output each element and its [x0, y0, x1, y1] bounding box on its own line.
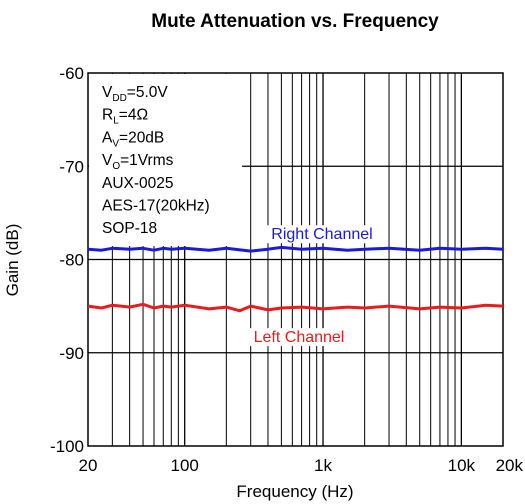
chart-title: Mute Attenuation vs. Frequency [151, 11, 439, 32]
condition-line: AUX-0025 [102, 175, 174, 192]
condition-line: SOP-18 [102, 220, 157, 237]
series-group [87, 245, 504, 313]
condition-line: AES-17(20kHz) [102, 198, 210, 215]
plot-frame [87, 72, 504, 447]
y-tick-label: -100 [50, 437, 84, 456]
y-tick-label: -70 [59, 157, 84, 176]
x-tick-label: 20 [79, 456, 98, 475]
condition-line: VO=1Vrms [102, 152, 174, 172]
y-tick-label: -80 [59, 251, 84, 270]
y-tick-labels: -60 -70 -80 -90 -100 [50, 64, 84, 456]
series-label: Right Channel [271, 226, 372, 243]
series-label: Left Channel [254, 329, 345, 346]
x-tick-labels: 20 100 1k 10k 20k [79, 456, 524, 475]
x-tick-label: 10k [448, 456, 476, 475]
x-axis-title: Frequency (Hz) [236, 482, 353, 501]
x-tick-label: 1k [314, 456, 332, 475]
conditions-background [89, 74, 242, 246]
y-tick-label: -60 [59, 64, 84, 83]
x-tick-label: 100 [171, 456, 199, 475]
series-label-background [261, 225, 383, 244]
series-line [87, 302, 504, 313]
series-labels: Right Channel Left Channel [242, 225, 383, 347]
conditions-box [89, 74, 242, 246]
condition-line: AV=20dB [102, 129, 164, 149]
y-axis-title: Gain (dB) [3, 224, 22, 297]
condition-line: VDD=5.0V [102, 84, 168, 104]
series-label-background [242, 328, 356, 347]
y-tick-label: -90 [59, 344, 84, 363]
x-tick-label: 20k [496, 456, 524, 475]
condition-line: RL=4Ω [102, 107, 148, 127]
series-line [87, 245, 504, 253]
